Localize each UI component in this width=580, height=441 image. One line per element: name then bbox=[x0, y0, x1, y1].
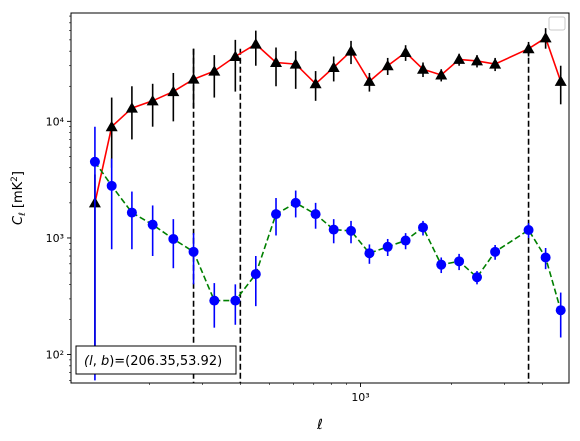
legend-box[interactable] bbox=[548, 16, 566, 31]
data-point-circle bbox=[328, 224, 339, 235]
data-point-circle bbox=[89, 156, 100, 167]
data-point-triangle bbox=[327, 61, 340, 72]
y-tick-label: 10³ bbox=[46, 232, 64, 245]
data-point-triangle bbox=[105, 120, 118, 132]
data-point-circle bbox=[436, 259, 447, 270]
y-axis-label: Cℓ [mK2] bbox=[10, 171, 28, 225]
data-point-circle bbox=[209, 295, 220, 306]
data-point-triangle bbox=[146, 94, 159, 106]
data-point-circle bbox=[382, 241, 393, 252]
data-point-triangle bbox=[125, 102, 138, 113]
data-point-circle bbox=[454, 256, 465, 267]
data-point-triangle bbox=[167, 85, 180, 97]
annotation-box: (l, b)=(206.35,53.92) bbox=[75, 345, 237, 375]
data-point-triangle bbox=[554, 75, 567, 86]
data-point-triangle bbox=[489, 58, 502, 69]
series-2 bbox=[89, 126, 566, 381]
annotation-b: b bbox=[101, 354, 109, 369]
series-line bbox=[94, 36, 562, 204]
data-point-circle bbox=[418, 222, 429, 233]
data-point-triangle bbox=[417, 63, 430, 74]
data-point-triangle bbox=[539, 31, 552, 43]
axis-ticks: 10² 10³ 10⁴ 10³ bbox=[46, 15, 543, 404]
data-point-triangle bbox=[399, 46, 412, 57]
data-point-circle bbox=[147, 219, 158, 230]
data-point-circle bbox=[400, 235, 411, 246]
y-tick-label: 10² bbox=[46, 349, 64, 362]
data-point-triangle bbox=[208, 65, 221, 76]
data-point-circle bbox=[168, 233, 179, 244]
series-1 bbox=[88, 28, 567, 355]
data-point-triangle bbox=[289, 58, 302, 69]
data-point-circle bbox=[106, 180, 117, 191]
data-point-circle bbox=[346, 225, 357, 236]
data-point-circle bbox=[250, 269, 261, 280]
data-point-triangle bbox=[381, 59, 394, 71]
data-point-circle bbox=[472, 272, 483, 283]
data-point-triangle bbox=[522, 42, 535, 54]
data-point-triangle bbox=[453, 53, 466, 64]
data-point-triangle bbox=[270, 56, 283, 67]
series-line bbox=[94, 161, 562, 311]
data-point-circle bbox=[188, 246, 199, 257]
annotation-l: (l bbox=[84, 354, 93, 369]
data-point-triangle bbox=[471, 54, 484, 66]
plot-frame bbox=[70, 12, 570, 384]
data-point-triangle bbox=[229, 50, 242, 62]
data-point-triangle bbox=[309, 77, 322, 89]
data-point-circle bbox=[126, 207, 137, 218]
data-point-triangle bbox=[187, 73, 200, 84]
annotation-comma: , bbox=[93, 354, 101, 369]
data-point-triangle bbox=[363, 75, 376, 86]
data-point-circle bbox=[490, 246, 501, 257]
series bbox=[88, 28, 567, 381]
data-point-circle bbox=[364, 248, 375, 259]
data-point-circle bbox=[523, 224, 534, 235]
data-point-circle bbox=[290, 197, 301, 208]
x-axis-label: ℓ bbox=[316, 417, 323, 433]
x-tick-label: 10³ bbox=[351, 391, 369, 404]
data-point-triangle bbox=[249, 38, 262, 49]
data-point-circle bbox=[310, 209, 321, 220]
vertical-lines bbox=[192, 48, 530, 383]
data-point-circle bbox=[230, 295, 241, 306]
data-point-circle bbox=[271, 209, 282, 220]
data-point-triangle bbox=[435, 68, 448, 80]
annotation-text: (l, b)=(206.35,53.92) bbox=[84, 354, 222, 369]
annotation-rest: )=(206.35,53.92) bbox=[109, 354, 222, 369]
y-tick-label: 10⁴ bbox=[46, 115, 65, 128]
data-point-circle bbox=[555, 305, 566, 316]
data-point-triangle bbox=[345, 45, 358, 56]
data-point-circle bbox=[540, 252, 551, 263]
